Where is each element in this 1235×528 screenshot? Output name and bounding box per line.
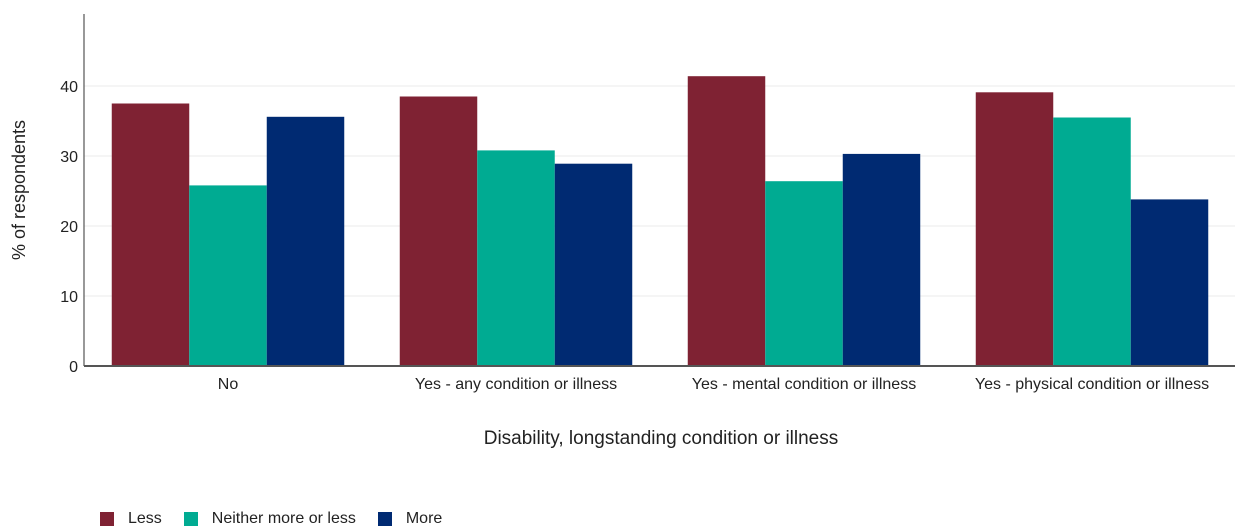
legend-item: Less <box>100 510 162 528</box>
y-tick-label: 40 <box>60 79 78 96</box>
bar-neither-more-or-less <box>477 150 555 366</box>
x-tick-label: Yes - physical condition or illness <box>975 376 1209 393</box>
bar-more <box>554 163 633 366</box>
bar-more <box>842 153 921 366</box>
legend-label: Less <box>128 510 162 527</box>
x-tick-label: Yes - any condition or illness <box>415 376 617 393</box>
bar-more <box>1130 199 1209 366</box>
x-tick-label: No <box>218 376 239 393</box>
x-axis-ticks: No Yes - any condition or illness Yes - me… <box>218 376 1209 393</box>
bar-less <box>111 103 190 366</box>
bar-less <box>687 76 766 366</box>
legend: Less Neither more or less More <box>100 510 464 528</box>
y-tick-label: 20 <box>60 219 78 236</box>
legend-item: More <box>377 510 443 528</box>
x-tick-label: Yes - mental condition or illness <box>692 376 916 393</box>
bar-neither-more-or-less <box>1053 117 1131 366</box>
bar-neither-more-or-less <box>189 185 267 366</box>
x-axis-title: Disability, longstanding condition or il… <box>484 428 839 449</box>
bar-more <box>266 116 345 366</box>
y-tick-label: 0 <box>69 359 78 376</box>
legend-swatch <box>183 512 198 526</box>
legend-item: Neither more or less <box>183 510 356 528</box>
y-tick-label: 30 <box>60 149 78 166</box>
y-tick-label: 10 <box>60 289 78 306</box>
bar-neither-more-or-less <box>765 181 843 366</box>
bars <box>111 76 1209 367</box>
y-axis-title: % of respondents <box>9 120 29 260</box>
legend-label: More <box>405 510 443 527</box>
y-axis-ticks: 0 10 20 30 40 <box>60 79 78 376</box>
bar-less <box>399 96 478 366</box>
bar-less <box>975 92 1054 367</box>
legend-swatch <box>377 512 392 526</box>
legend-label: Neither more or less <box>211 510 356 527</box>
legend-swatch <box>100 512 114 526</box>
